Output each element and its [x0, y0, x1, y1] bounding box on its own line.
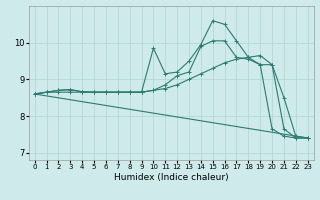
X-axis label: Humidex (Indice chaleur): Humidex (Indice chaleur)	[114, 173, 228, 182]
